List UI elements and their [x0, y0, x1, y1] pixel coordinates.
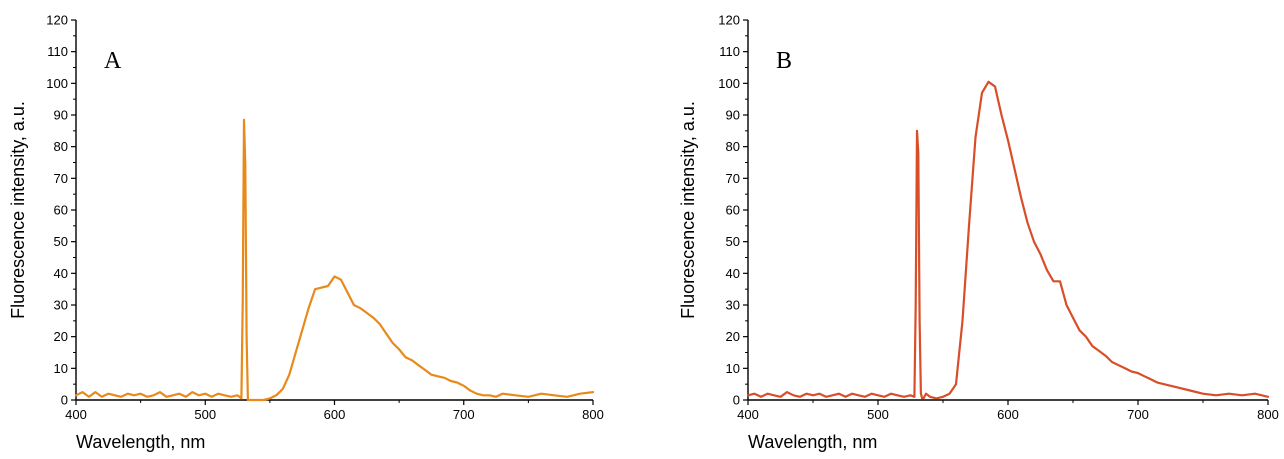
- x-tick-label: 800: [1257, 407, 1279, 422]
- panel-label: A: [104, 48, 122, 74]
- y-tick-label: 80: [726, 139, 740, 154]
- y-tick-label: 30: [726, 298, 740, 313]
- y-tick-label: 100: [718, 76, 740, 91]
- y-tick-label: 10: [54, 361, 68, 376]
- y-tick-label: 110: [719, 44, 740, 59]
- chart-a: 0 10 20 30 40 50 60 70 80 90 100 110 120 400 500 600 700…: [0, 0, 620, 459]
- y-tick-label: 60: [726, 203, 740, 218]
- y-tick-label: 100: [46, 76, 68, 91]
- spectrum-line: [74, 118, 595, 402]
- y-tick-label: 20: [726, 329, 740, 344]
- y-tick-label: 10: [726, 361, 740, 376]
- x-tick-label: 500: [867, 407, 889, 422]
- chart-a-svg: 0 10 20 30 40 50 60 70 80 90 100 110 120 400 500 600 700…: [8, 13, 604, 453]
- x-axis-title: Wavelength, nm: [76, 432, 205, 452]
- x-tick-label: 400: [737, 407, 759, 422]
- x-tick-label: 600: [997, 407, 1019, 422]
- y-tick-label: 120: [718, 13, 740, 28]
- y-tick-label: 20: [54, 329, 68, 344]
- y-tick-label: 70: [54, 171, 68, 186]
- x-tick-label: 400: [65, 407, 87, 422]
- y-tick-label: 60: [54, 203, 68, 218]
- x-tick-label: 500: [194, 407, 216, 422]
- panel-label: B: [776, 48, 792, 74]
- y-tick-label: 110: [47, 44, 68, 59]
- y-tick-label: 30: [54, 298, 68, 313]
- y-tick-label: 50: [54, 234, 68, 249]
- x-tick-label: 600: [324, 407, 346, 422]
- x-tick-label: 700: [1127, 407, 1149, 422]
- y-tick-label: 120: [46, 13, 68, 28]
- y-axis-title: Fluorescence intensity, a.u.: [8, 101, 28, 319]
- spectrum-line: [746, 80, 1270, 400]
- y-tick-label: 0: [61, 393, 68, 408]
- y-tick-label: 50: [726, 234, 740, 249]
- y-tick-label: 90: [54, 108, 68, 123]
- x-axis-title: Wavelength, nm: [748, 432, 877, 452]
- y-tick-label: 40: [54, 266, 68, 281]
- y-tick-label: 0: [733, 393, 740, 408]
- x-tick-label: 800: [582, 407, 604, 422]
- chart-b-svg: 0 10 20 30 40 50 60 70 80 90 100 110 120 400 500 600 700…: [678, 13, 1279, 453]
- y-tick-label: 40: [726, 266, 740, 281]
- chart-b: 0 10 20 30 40 50 60 70 80 90 100 110 120 400 500 600 700…: [660, 0, 1284, 459]
- y-tick-label: 90: [726, 108, 740, 123]
- x-tick-label: 700: [453, 407, 475, 422]
- y-tick-label: 80: [54, 139, 68, 154]
- y-axis-title: Fluorescence intensity, a.u.: [678, 101, 698, 319]
- y-tick-label: 70: [726, 171, 740, 186]
